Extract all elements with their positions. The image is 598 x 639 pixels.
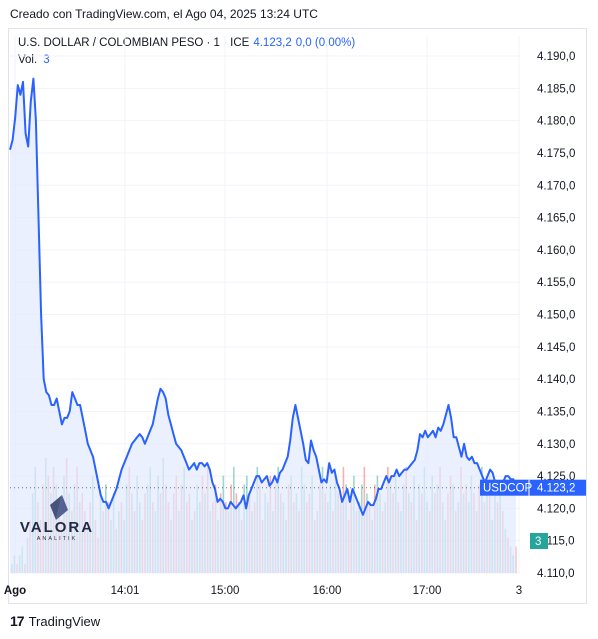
valora-logo-icon (50, 495, 62, 520)
x-tick-label: 16:00 (313, 585, 342, 597)
y-tick-label: 4.190,0 (537, 51, 575, 63)
symbol-name[interactable]: U.S. DOLLAR / COLOMBIAN PESO · 1 · ICE (18, 37, 250, 49)
x-tick-label: Ago (4, 585, 26, 597)
chart-caption: Creado con TradingView.com, el Ago 04, 2… (10, 7, 318, 21)
y-tick-label: 4.170,0 (537, 180, 575, 192)
tradingview-logo-icon[interactable]: 17 (10, 613, 25, 629)
y-tick-label: 4.150,0 (537, 310, 575, 322)
y-tick-label: 4.145,0 (537, 342, 575, 354)
last-price: 4.123,2 (253, 37, 292, 49)
volume-row: Vol. 3 (18, 52, 355, 69)
y-tick-label: 4.110,0 (537, 568, 575, 580)
y-tick-label: 4.180,0 (537, 116, 575, 128)
y-tick-label: 4.160,0 (537, 245, 575, 257)
y-tick-label: 4.140,0 (537, 374, 575, 386)
volume-badge (530, 533, 548, 549)
watermark-sub: ANALITIK (37, 536, 77, 542)
volume-label[interactable]: Vol. (18, 54, 38, 66)
chart-legend: U.S. DOLLAR / COLOMBIAN PESO · 1 · ICE 4.… (18, 35, 355, 69)
tradingview-brand[interactable]: TradingView (28, 613, 101, 629)
symbol-row: U.S. DOLLAR / COLOMBIAN PESO · 1 · ICE 4.… (18, 35, 355, 52)
last-price-badge (480, 479, 586, 496)
watermark-name: VALORA (20, 519, 94, 536)
price-line (9, 77, 517, 516)
price-area (10, 78, 516, 573)
volume-value: 3 (43, 54, 50, 66)
volume-badge-value: 3 (535, 536, 541, 548)
y-tick-label: 4.185,0 (537, 83, 575, 95)
symbol-badge-label: USDCOP (483, 483, 533, 495)
y-tick-label: 4.165,0 (537, 213, 575, 225)
y-tick-label: 4.155,0 (537, 277, 575, 289)
y-tick-label: 4.135,0 (537, 406, 575, 418)
y-tick-label: 4.130,0 (537, 439, 575, 451)
y-tick-label: 4.175,0 (537, 148, 575, 160)
x-tick-label: 15:00 (211, 585, 240, 597)
price-change: 0,0 (0,00%) (295, 37, 356, 49)
last-price-badge-value: 4.123,2 (537, 483, 575, 495)
x-tick-label: 14:01 (111, 585, 140, 597)
chart-frame (8, 28, 587, 604)
x-tick-label: 17:00 (413, 585, 442, 597)
footer: 17 TradingView (10, 613, 100, 629)
y-tick-label: 4.120,0 (537, 503, 575, 515)
valora-logo-icon-facet (56, 495, 68, 520)
x-tick-label: 3 (516, 585, 522, 597)
